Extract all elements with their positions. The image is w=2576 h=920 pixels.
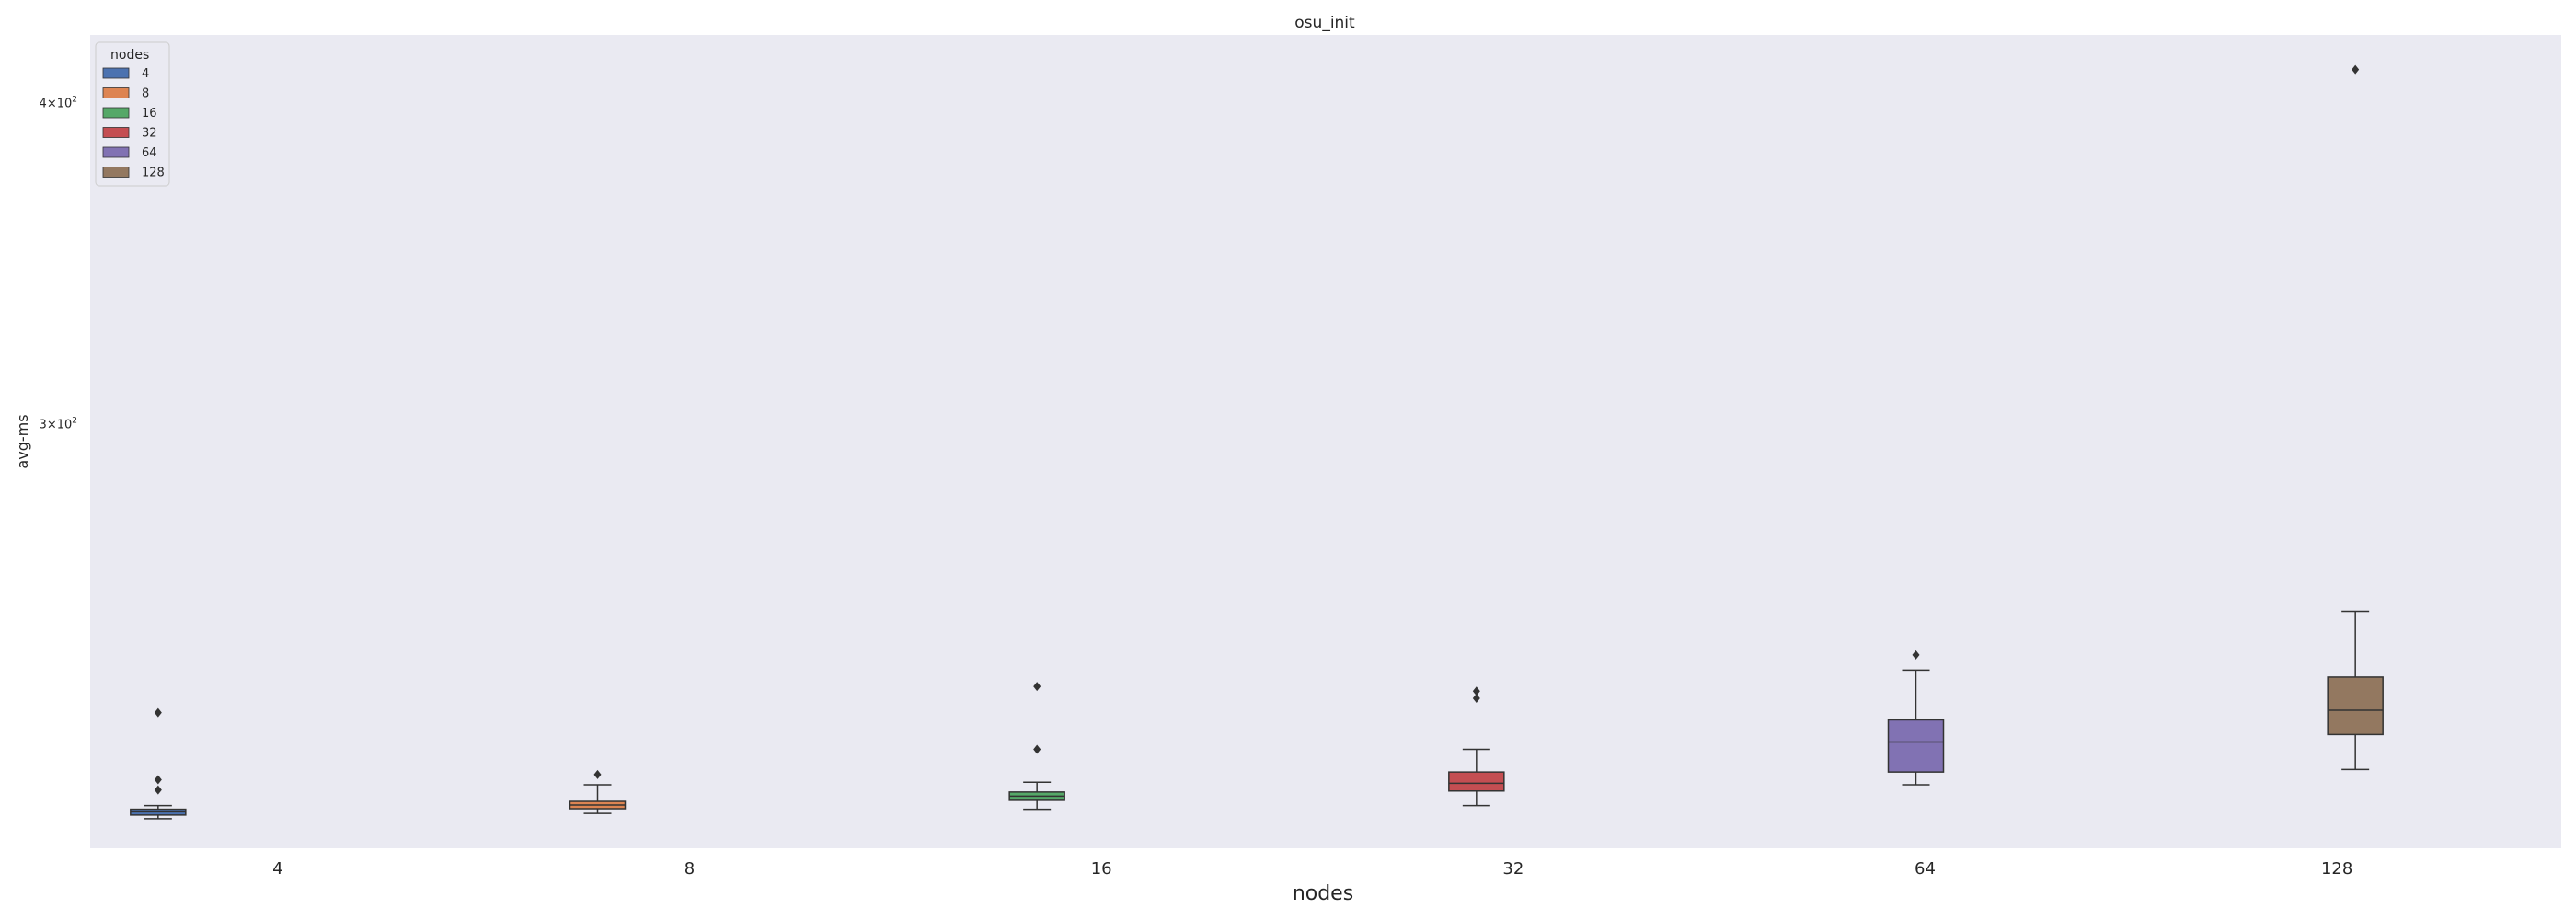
box-128 bbox=[2327, 64, 2384, 771]
box-series-group bbox=[130, 64, 2384, 820]
outlier-point bbox=[154, 707, 162, 718]
x-tick-label-64: 64 bbox=[1915, 859, 1936, 879]
y-tick-label-0: 4×102 bbox=[40, 96, 77, 111]
legend-swatch-128 bbox=[102, 167, 130, 178]
legend-label-16: 16 bbox=[142, 107, 157, 121]
x-axis-label: nodes bbox=[1293, 882, 1353, 905]
y-axis-label: avg-ms bbox=[14, 414, 31, 468]
outlier-point bbox=[1472, 686, 1480, 696]
legend-swatch-32 bbox=[102, 127, 130, 138]
outlier-point bbox=[2352, 64, 2360, 75]
legend-label-128: 128 bbox=[142, 167, 165, 180]
legend: nodes 4 8 16 32 64 128 bbox=[95, 41, 170, 187]
iqr-box bbox=[2327, 676, 2384, 736]
outlier-point bbox=[1912, 650, 1920, 660]
x-tick-label-4: 4 bbox=[272, 859, 282, 879]
chart-title: osu_init bbox=[1294, 14, 1355, 32]
legend-label-64: 64 bbox=[142, 146, 157, 160]
outlier-point bbox=[1472, 693, 1480, 703]
legend-label-8: 8 bbox=[142, 87, 149, 101]
y-tick-label-1: 3×102 bbox=[40, 416, 77, 431]
x-tick-label-16: 16 bbox=[1091, 859, 1112, 879]
box-32 bbox=[1448, 686, 1505, 807]
legend-label-4: 4 bbox=[142, 67, 149, 81]
outlier-point bbox=[593, 769, 602, 779]
x-tick-labels: 4 8 16 32 64 128 bbox=[272, 859, 2352, 879]
iqr-box bbox=[1887, 719, 1945, 773]
x-tick-label-8: 8 bbox=[684, 859, 695, 879]
x-tick-label-32: 32 bbox=[1502, 859, 1524, 879]
y-tick-labels: 4×102 3×102 bbox=[40, 96, 77, 432]
legend-entries: 4 8 16 32 64 128 bbox=[102, 67, 165, 180]
outlier-point bbox=[154, 775, 162, 785]
outlier-point bbox=[1033, 682, 1041, 692]
iqr-box bbox=[1448, 771, 1505, 792]
box-4 bbox=[130, 707, 187, 820]
legend-title: nodes bbox=[110, 48, 149, 63]
outlier-point bbox=[154, 785, 162, 795]
plot-background bbox=[90, 35, 2561, 848]
box-8 bbox=[569, 769, 627, 814]
legend-swatch-4 bbox=[102, 67, 130, 79]
legend-swatch-8 bbox=[102, 87, 130, 98]
box-16 bbox=[1008, 682, 1065, 811]
legend-swatch-16 bbox=[102, 107, 130, 119]
box-64 bbox=[1887, 650, 1945, 786]
outlier-point bbox=[1033, 744, 1041, 754]
legend-swatch-64 bbox=[102, 146, 130, 158]
x-tick-label-128: 128 bbox=[2321, 859, 2352, 879]
legend-label-32: 32 bbox=[142, 127, 157, 141]
